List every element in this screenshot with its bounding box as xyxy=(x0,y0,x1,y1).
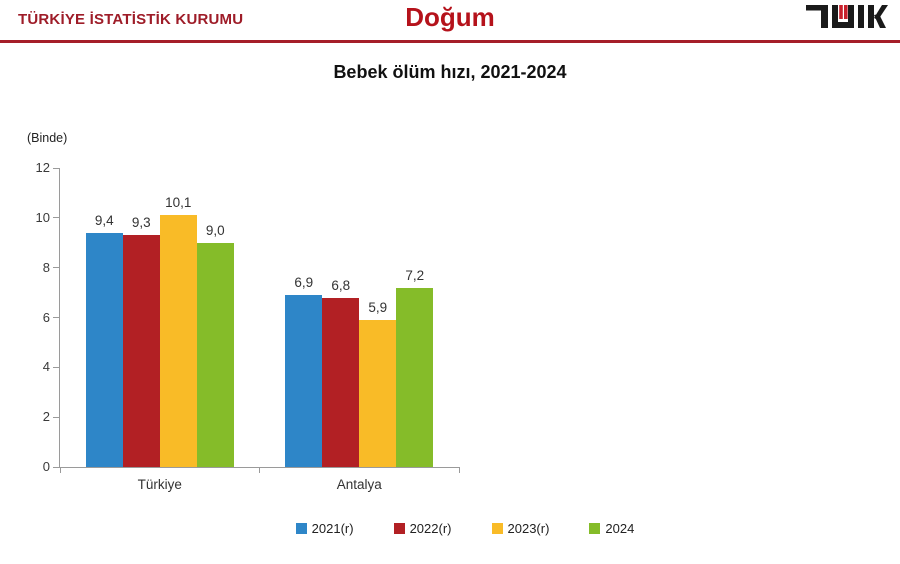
bar xyxy=(85,232,123,467)
y-axis-tick xyxy=(53,366,59,368)
legend-label: 2024 xyxy=(605,521,635,536)
bar-value-label: 9,4 xyxy=(94,212,114,228)
bar xyxy=(122,235,160,467)
legend-swatch xyxy=(295,523,307,534)
bar xyxy=(396,287,434,467)
bar xyxy=(285,295,323,467)
y-tick-label: 4 xyxy=(42,359,50,375)
bar xyxy=(359,320,397,467)
legend-swatch xyxy=(589,523,601,534)
x-axis-category-label: Antalya xyxy=(336,477,382,492)
y-tick-label: 8 xyxy=(42,259,50,275)
axis-unit-label: (Binde) xyxy=(27,131,68,145)
x-axis-category-label: Türkiye xyxy=(137,477,182,492)
y-tick-label: 6 xyxy=(42,309,50,325)
y-axis-tick xyxy=(53,267,59,269)
legend-item: 2024 xyxy=(589,521,634,536)
page-title: Doğum xyxy=(405,2,495,32)
y-tick-label: 0 xyxy=(42,459,50,474)
bar-value-label: 10,1 xyxy=(165,195,192,211)
y-axis-tick xyxy=(53,167,59,169)
legend-label: 2021(r) xyxy=(311,521,354,536)
y-axis-tick xyxy=(53,466,59,468)
bar-value-label: 5,9 xyxy=(368,300,388,315)
x-axis-tick xyxy=(259,467,260,473)
header: TÜRKİYE İSTATİSTİK KURUMU Doğum xyxy=(0,0,900,43)
plot-area: 0 2 4 6 8 10 12 9,4 9,3 10,1 9,0 Türkiye 6,9 6,8 5,9 7,… xyxy=(36,160,460,492)
bar-value-label: 9,0 xyxy=(205,222,225,238)
bar xyxy=(322,297,360,467)
bar xyxy=(159,215,197,467)
legend-item: 2023(r) xyxy=(491,521,550,536)
legend-label: 2022(r) xyxy=(409,521,452,536)
legend-item: 2022(r) xyxy=(393,521,452,536)
x-axis-tick xyxy=(458,467,460,473)
bar xyxy=(196,242,234,467)
bar-value-label: 9,3 xyxy=(131,215,151,231)
x-axis-tick xyxy=(59,467,61,473)
chart-title: Bebek ölüm hızı, 2021-2024 xyxy=(333,62,567,82)
legend: 2021(r) 2022(r) 2023(r) 2024 xyxy=(0,521,900,536)
org-name-label: TÜRKİYE İSTATİSTİK KURUMU xyxy=(18,11,244,28)
legend-item: 2021(r) xyxy=(295,521,354,536)
y-axis-tick xyxy=(53,416,59,418)
legend-swatch xyxy=(491,523,503,534)
bar-value-label: 6,9 xyxy=(294,275,314,291)
legend-label: 2023(r) xyxy=(507,521,550,536)
bar-value-label: 6,8 xyxy=(331,277,351,293)
legend-swatch xyxy=(393,523,405,534)
y-tick-label: 12 xyxy=(35,160,50,175)
y-axis-tick xyxy=(53,317,59,318)
bar-value-label: 7,2 xyxy=(405,267,425,283)
y-tick-label: 10 xyxy=(35,209,50,225)
y-tick-label: 2 xyxy=(42,409,50,425)
y-axis-tick xyxy=(53,217,59,219)
tuik-logo-icon xyxy=(806,5,888,28)
